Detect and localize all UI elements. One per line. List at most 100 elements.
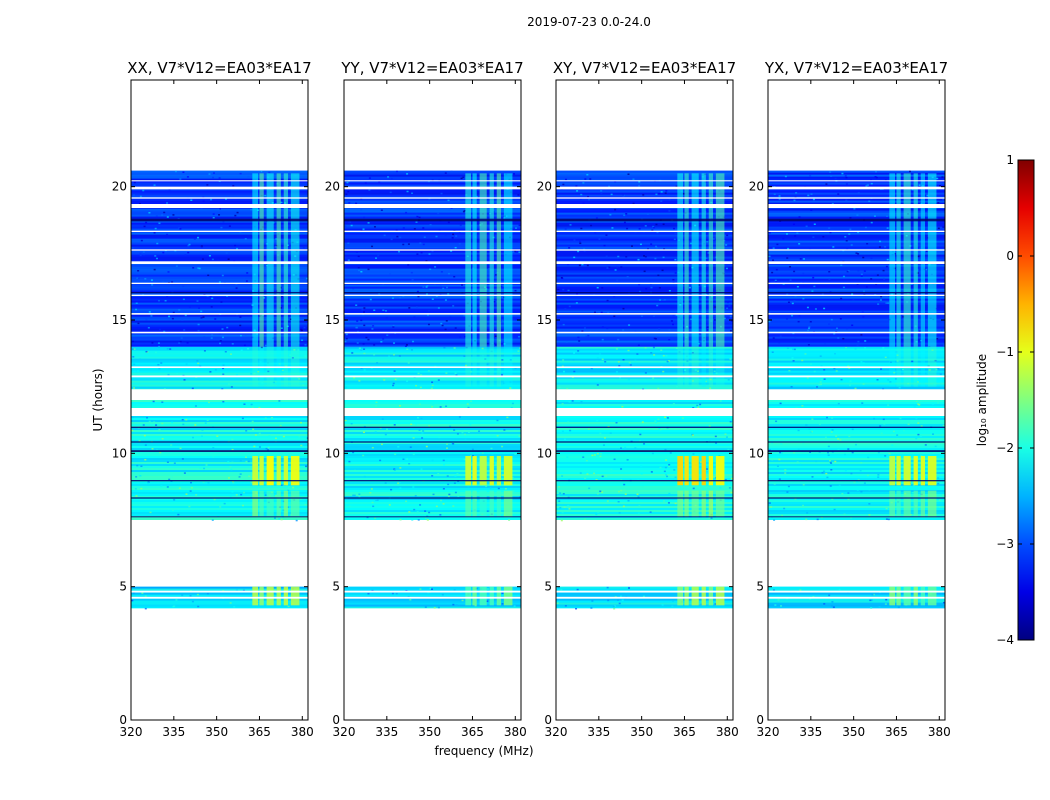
rfi-column xyxy=(479,586,487,606)
y-tick-label: 5 xyxy=(544,580,552,594)
x-tick-label: 365 xyxy=(885,725,908,739)
colorbar-gradient xyxy=(1017,159,1035,641)
colorbar-tick-label: −1 xyxy=(996,345,1014,359)
rfi-column xyxy=(896,173,901,347)
colorbar-tick-label: −3 xyxy=(996,537,1014,551)
panel-title: YY, V7*V12=EA03*EA17 xyxy=(340,59,523,77)
rfi-column xyxy=(479,173,487,347)
rfi-column xyxy=(701,490,706,518)
rfi-column xyxy=(259,456,264,486)
rfi-column xyxy=(920,586,926,606)
y-tick-label: 15 xyxy=(537,313,552,327)
rfi-column xyxy=(903,586,911,606)
rfi-column xyxy=(496,173,502,347)
y-tick-label: 5 xyxy=(332,580,340,594)
y-tick-label: 20 xyxy=(537,180,552,194)
rfi-column xyxy=(889,586,896,606)
rfi-column xyxy=(489,173,494,347)
panel-title: YX, V7*V12=EA03*EA17 xyxy=(764,59,948,77)
y-tick-label: 0 xyxy=(544,713,552,727)
y-tick-label: 10 xyxy=(537,446,552,460)
rfi-column xyxy=(708,456,714,486)
x-tick-label: 365 xyxy=(673,725,696,739)
panel-3: XY, V7*V12=EA03*EA17 320 335 350 365 380 0 5 10 1… xyxy=(537,59,739,739)
rfi-column xyxy=(259,173,264,347)
x-tick-label: 350 xyxy=(418,725,441,739)
rfi-column xyxy=(913,586,918,606)
rfi-column xyxy=(889,490,896,518)
colorbar-tick-label: 0 xyxy=(1006,249,1014,263)
rfi-column xyxy=(259,586,264,606)
rfi-column xyxy=(276,490,281,518)
rfi-column xyxy=(677,173,684,347)
rfi-column xyxy=(691,456,699,486)
rfi-column xyxy=(503,456,513,486)
rfi-column xyxy=(465,173,472,347)
y-tick-label: 20 xyxy=(325,180,340,194)
rfi-column xyxy=(684,456,689,486)
rfi-column xyxy=(715,586,725,606)
x-tick-label: 350 xyxy=(205,725,228,739)
y-tick-label: 10 xyxy=(112,446,127,460)
rfi-column xyxy=(903,490,911,518)
x-tick-label: 320 xyxy=(545,725,568,739)
colorbar-tick-label: −2 xyxy=(996,441,1014,455)
y-tick-label: 5 xyxy=(119,580,127,594)
rfi-column xyxy=(691,173,699,347)
y-tick-label: 10 xyxy=(325,446,340,460)
rfi-column xyxy=(913,173,918,347)
x-tick-label: 350 xyxy=(630,725,653,739)
rfi-column xyxy=(465,490,472,518)
rfi-column xyxy=(927,490,937,518)
panel-image xyxy=(131,170,308,610)
rfi-column xyxy=(489,456,494,486)
y-tick-label: 20 xyxy=(749,180,764,194)
x-tick-label: 380 xyxy=(928,725,951,739)
rfi-column xyxy=(503,490,513,518)
rfi-column xyxy=(903,173,911,347)
rfi-column xyxy=(677,456,684,486)
rfi-column xyxy=(913,456,918,486)
x-tick-label: 380 xyxy=(291,725,314,739)
rfi-column xyxy=(472,173,477,347)
rfi-column xyxy=(903,456,911,486)
y-tick-label: 10 xyxy=(749,446,764,460)
x-tick-label: 380 xyxy=(504,725,527,739)
y-tick-label: 20 xyxy=(112,180,127,194)
rfi-column xyxy=(252,490,259,518)
rfi-column xyxy=(496,586,502,606)
rfi-column xyxy=(276,173,281,347)
rfi-column xyxy=(472,586,477,606)
panel-1: XX, V7*V12=EA03*EA17 320 335 350 365 380 0 5 10 1… xyxy=(112,59,314,739)
rfi-column xyxy=(708,490,714,518)
x-axis-label: frequency (MHz) xyxy=(434,744,533,758)
x-tick-label: 320 xyxy=(120,725,143,739)
rfi-column xyxy=(290,490,300,518)
rfi-column xyxy=(927,456,937,486)
rfi-column xyxy=(896,456,901,486)
panel-title: XY, V7*V12=EA03*EA17 xyxy=(553,59,736,77)
x-tick-label: 335 xyxy=(375,725,398,739)
rfi-column xyxy=(701,173,706,347)
rfi-column xyxy=(920,173,926,347)
y-tick-label: 0 xyxy=(756,713,764,727)
rfi-column xyxy=(715,490,725,518)
y-tick-label: 15 xyxy=(112,313,127,327)
rfi-column xyxy=(252,456,259,486)
panel-image xyxy=(768,170,945,609)
y-tick-label: 0 xyxy=(332,713,340,727)
rfi-column xyxy=(701,456,706,486)
panels-group: XX, V7*V12=EA03*EA17 320 335 350 365 380 0 5 10 1… xyxy=(112,59,951,739)
panel-image xyxy=(344,170,521,609)
y-tick-label: 0 xyxy=(119,713,127,727)
rfi-column xyxy=(503,586,513,606)
rfi-column xyxy=(472,490,477,518)
y-tick-label: 15 xyxy=(325,313,340,327)
rfi-column xyxy=(276,586,281,606)
panel-frame xyxy=(555,79,734,721)
x-tick-label: 335 xyxy=(799,725,822,739)
x-tick-label: 380 xyxy=(716,725,739,739)
x-tick-label: 320 xyxy=(757,725,780,739)
colorbar-label: log₁₀ amplitude xyxy=(975,354,989,446)
